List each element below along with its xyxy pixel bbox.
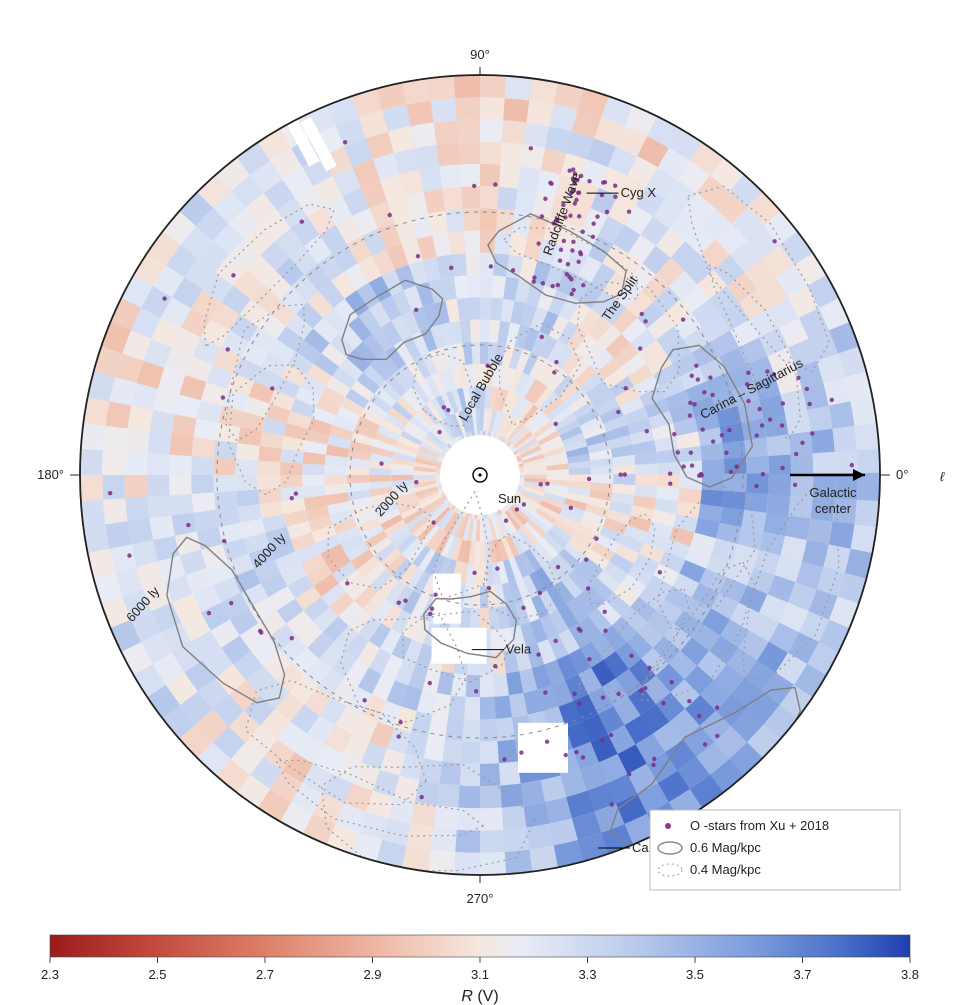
axis-right: 0° — [896, 467, 908, 482]
longitude-symbol: ℓ — [940, 469, 945, 484]
colorbar-tick: 3.5 — [686, 967, 704, 982]
colorbar-tick: 3.7 — [793, 967, 811, 982]
legend-item: O -stars from Xu + 2018 — [690, 818, 829, 833]
colorbar-tick: 2.9 — [363, 967, 381, 982]
colorbar-title: R (V) — [461, 988, 498, 1005]
legend: O -stars from Xu + 2018 0.6 Mag/kpc 0.4 Ma… — [650, 810, 900, 890]
legend-item: 0.4 Mag/kpc — [690, 862, 761, 877]
label-GalacticCenter: center — [815, 501, 852, 516]
colorbar-tick: 2.3 — [41, 967, 59, 982]
colorbar — [50, 935, 910, 957]
label-GalacticCenter: Galactic — [810, 485, 857, 500]
colorbar-tick: 3.8 — [901, 967, 919, 982]
axis-bottom: 270° — [467, 891, 494, 906]
legend-item: 0.6 Mag/kpc — [690, 840, 761, 855]
colorbar-tick: 3.3 — [578, 967, 596, 982]
label-CygX: Cyg X — [621, 185, 657, 200]
axis-left: 180° — [37, 467, 64, 482]
label-Sun: Sun — [498, 491, 521, 506]
label-Vela: Vela — [506, 642, 532, 657]
colorbar-tick: 2.5 — [148, 967, 166, 982]
axis-top: 90° — [470, 47, 490, 62]
colorbar-tick: 2.7 — [256, 967, 274, 982]
polar-map-figure: 2000 ly4000 ly6000 ly90°270°180°0°ℓSunLo… — [0, 0, 960, 1005]
colorbar-tick: 3.1 — [471, 967, 489, 982]
